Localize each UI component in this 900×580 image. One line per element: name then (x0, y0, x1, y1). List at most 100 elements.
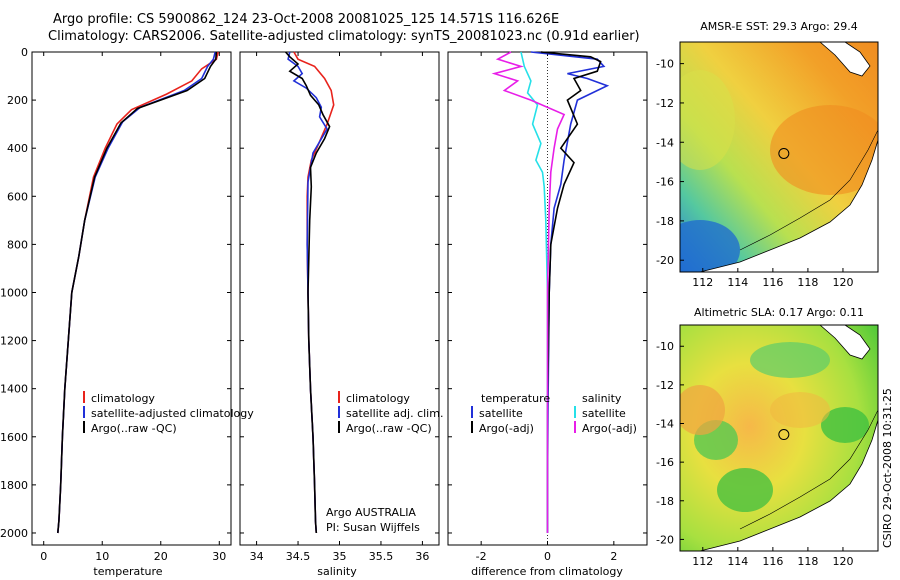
map-x-tick-label: 120 (832, 276, 853, 289)
series-line-blue (530, 51, 610, 533)
salinity-legend: climatology satellite adj. clim. Argo(..… (326, 391, 443, 534)
sla-map-title: Altimetric SLA: 0.17 Argo: 0.11 (694, 306, 864, 319)
legend-entry: satellite-adjusted climatology (91, 407, 254, 420)
map-x-tick-label: 114 (727, 555, 748, 568)
map-x-tick-label: 114 (727, 276, 748, 289)
float-position-marker (778, 429, 790, 441)
map-y-tick-label: -16 (656, 456, 674, 469)
x-tick-label: 10 (95, 550, 109, 563)
sst-map (680, 42, 878, 272)
coastline-south (699, 419, 878, 551)
sla-map (680, 325, 878, 551)
map-x-tick-label: 120 (832, 555, 853, 568)
sla-low-patch (821, 407, 869, 443)
series-line-red (57, 51, 219, 534)
bathymetry-contour (739, 129, 878, 251)
series-line-magenta (491, 51, 566, 533)
x-tick-label: 35.5 (369, 550, 394, 563)
temperature-legend: climatology satellite-adjusted climatolo… (83, 391, 254, 435)
x-tick-label: 36 (415, 550, 429, 563)
x-tick-label: 30 (212, 550, 226, 563)
float-position-marker (778, 147, 790, 159)
salinity-plot-frame (239, 51, 440, 546)
map-x-tick-label: 112 (692, 276, 713, 289)
series-line-black (540, 51, 602, 533)
series-line-blue (57, 51, 216, 534)
map-x-tick-label: 112 (692, 555, 713, 568)
legend-entry: Argo(-adj) (582, 422, 637, 435)
sla-map-frame (679, 324, 879, 552)
x-tick-label: 34.5 (286, 550, 311, 563)
legend-entry: Argo(-adj) (479, 422, 534, 435)
depth-tick-label: 1400 (0, 383, 28, 396)
series-line-black (57, 51, 218, 534)
legend-entry: climatology (346, 392, 410, 405)
depth-tick-label: 800 (7, 238, 28, 251)
legend-entry: Argo(..raw -QC) (91, 422, 177, 435)
map-y-tick-label: -18 (656, 215, 674, 228)
depth-tick-label: 0 (21, 46, 28, 59)
legend-entry: satellite (582, 407, 626, 420)
x-tick-label: 2 (610, 550, 617, 563)
depth-tick-label: 400 (7, 142, 28, 155)
plot-title-line-1: Argo profile: CS 5900862_124 23-Oct-2008… (53, 12, 560, 27)
map-y-tick-label: -10 (656, 340, 674, 353)
series-line-black (284, 51, 331, 534)
map-y-tick-label: -18 (656, 495, 674, 508)
depth-tick-label: 1800 (0, 479, 28, 492)
csiro-timestamp: CSIRO 29-Oct-2008 10:31:25 (881, 388, 894, 548)
x-tick-label: 34 (250, 550, 264, 563)
pi-label: PI: Susan Wijffels (326, 521, 420, 534)
legend-entry: climatology (91, 392, 155, 405)
map-y-tick-label: -14 (656, 136, 674, 149)
legend-entry: satellite (479, 407, 523, 420)
map-x-tick-label: 118 (797, 555, 818, 568)
sla-high-patch (770, 392, 830, 428)
map-y-tick-label: -20 (656, 254, 674, 267)
depth-tick-label: 1200 (0, 335, 28, 348)
legend-title-temperature: temperature (481, 392, 550, 405)
sst-mid-patch (680, 70, 735, 170)
temperature-axis-label: temperature (93, 565, 162, 578)
x-tick-label: -2 (476, 550, 487, 563)
sst-map-title: AMSR-E SST: 29.3 Argo: 29.4 (700, 20, 858, 33)
map-y-tick-label: -14 (656, 418, 674, 431)
land-coast-north (819, 42, 871, 77)
sst-cool-patch (680, 220, 740, 272)
difference-legend: temperature salinity satellite Argo(-adj… (471, 392, 637, 435)
depth-tick-label: 1600 (0, 431, 28, 444)
x-tick-label: 0 (40, 550, 47, 563)
map-y-tick-label: -20 (656, 533, 674, 546)
map-x-tick-label: 118 (797, 276, 818, 289)
legend-entry: Argo(..raw -QC) (346, 422, 432, 435)
temperature-plot-frame (31, 51, 232, 546)
depth-tick-label: 2000 (0, 527, 28, 540)
legend-entry: satellite adj. clim. (346, 407, 443, 420)
sla-low-patch (717, 468, 773, 512)
map-x-tick-label: 116 (762, 555, 783, 568)
sla-low-patch (750, 342, 830, 378)
land-coast-north (819, 325, 871, 360)
x-tick-label: 0 (544, 550, 551, 563)
sst-warm-patch (770, 105, 878, 195)
map-x-tick-label: 116 (762, 276, 783, 289)
depth-tick-label: 200 (7, 94, 28, 107)
depth-tick-label: 600 (7, 190, 28, 203)
depth-tick-label: 1000 (0, 286, 28, 299)
argo-australia-label: Argo AUSTRALIA (326, 506, 416, 519)
sst-map-frame (679, 41, 879, 273)
map-y-tick-label: -10 (656, 58, 674, 71)
bathymetry-contour (739, 409, 878, 530)
plot-title-line-2: Climatology: CARS2006. Satellite-adjuste… (48, 29, 640, 44)
sla-high-patch (680, 385, 725, 435)
map-y-tick-label: -12 (656, 97, 674, 110)
salinity-axis-label: salinity (317, 565, 357, 578)
x-tick-label: 20 (154, 550, 168, 563)
series-line-cyan (520, 51, 549, 533)
legend-title-salinity: salinity (582, 392, 622, 405)
map-y-tick-label: -12 (656, 379, 674, 392)
coastline-south (699, 139, 878, 272)
map-y-tick-label: -16 (656, 176, 674, 189)
x-tick-label: 35 (333, 550, 347, 563)
